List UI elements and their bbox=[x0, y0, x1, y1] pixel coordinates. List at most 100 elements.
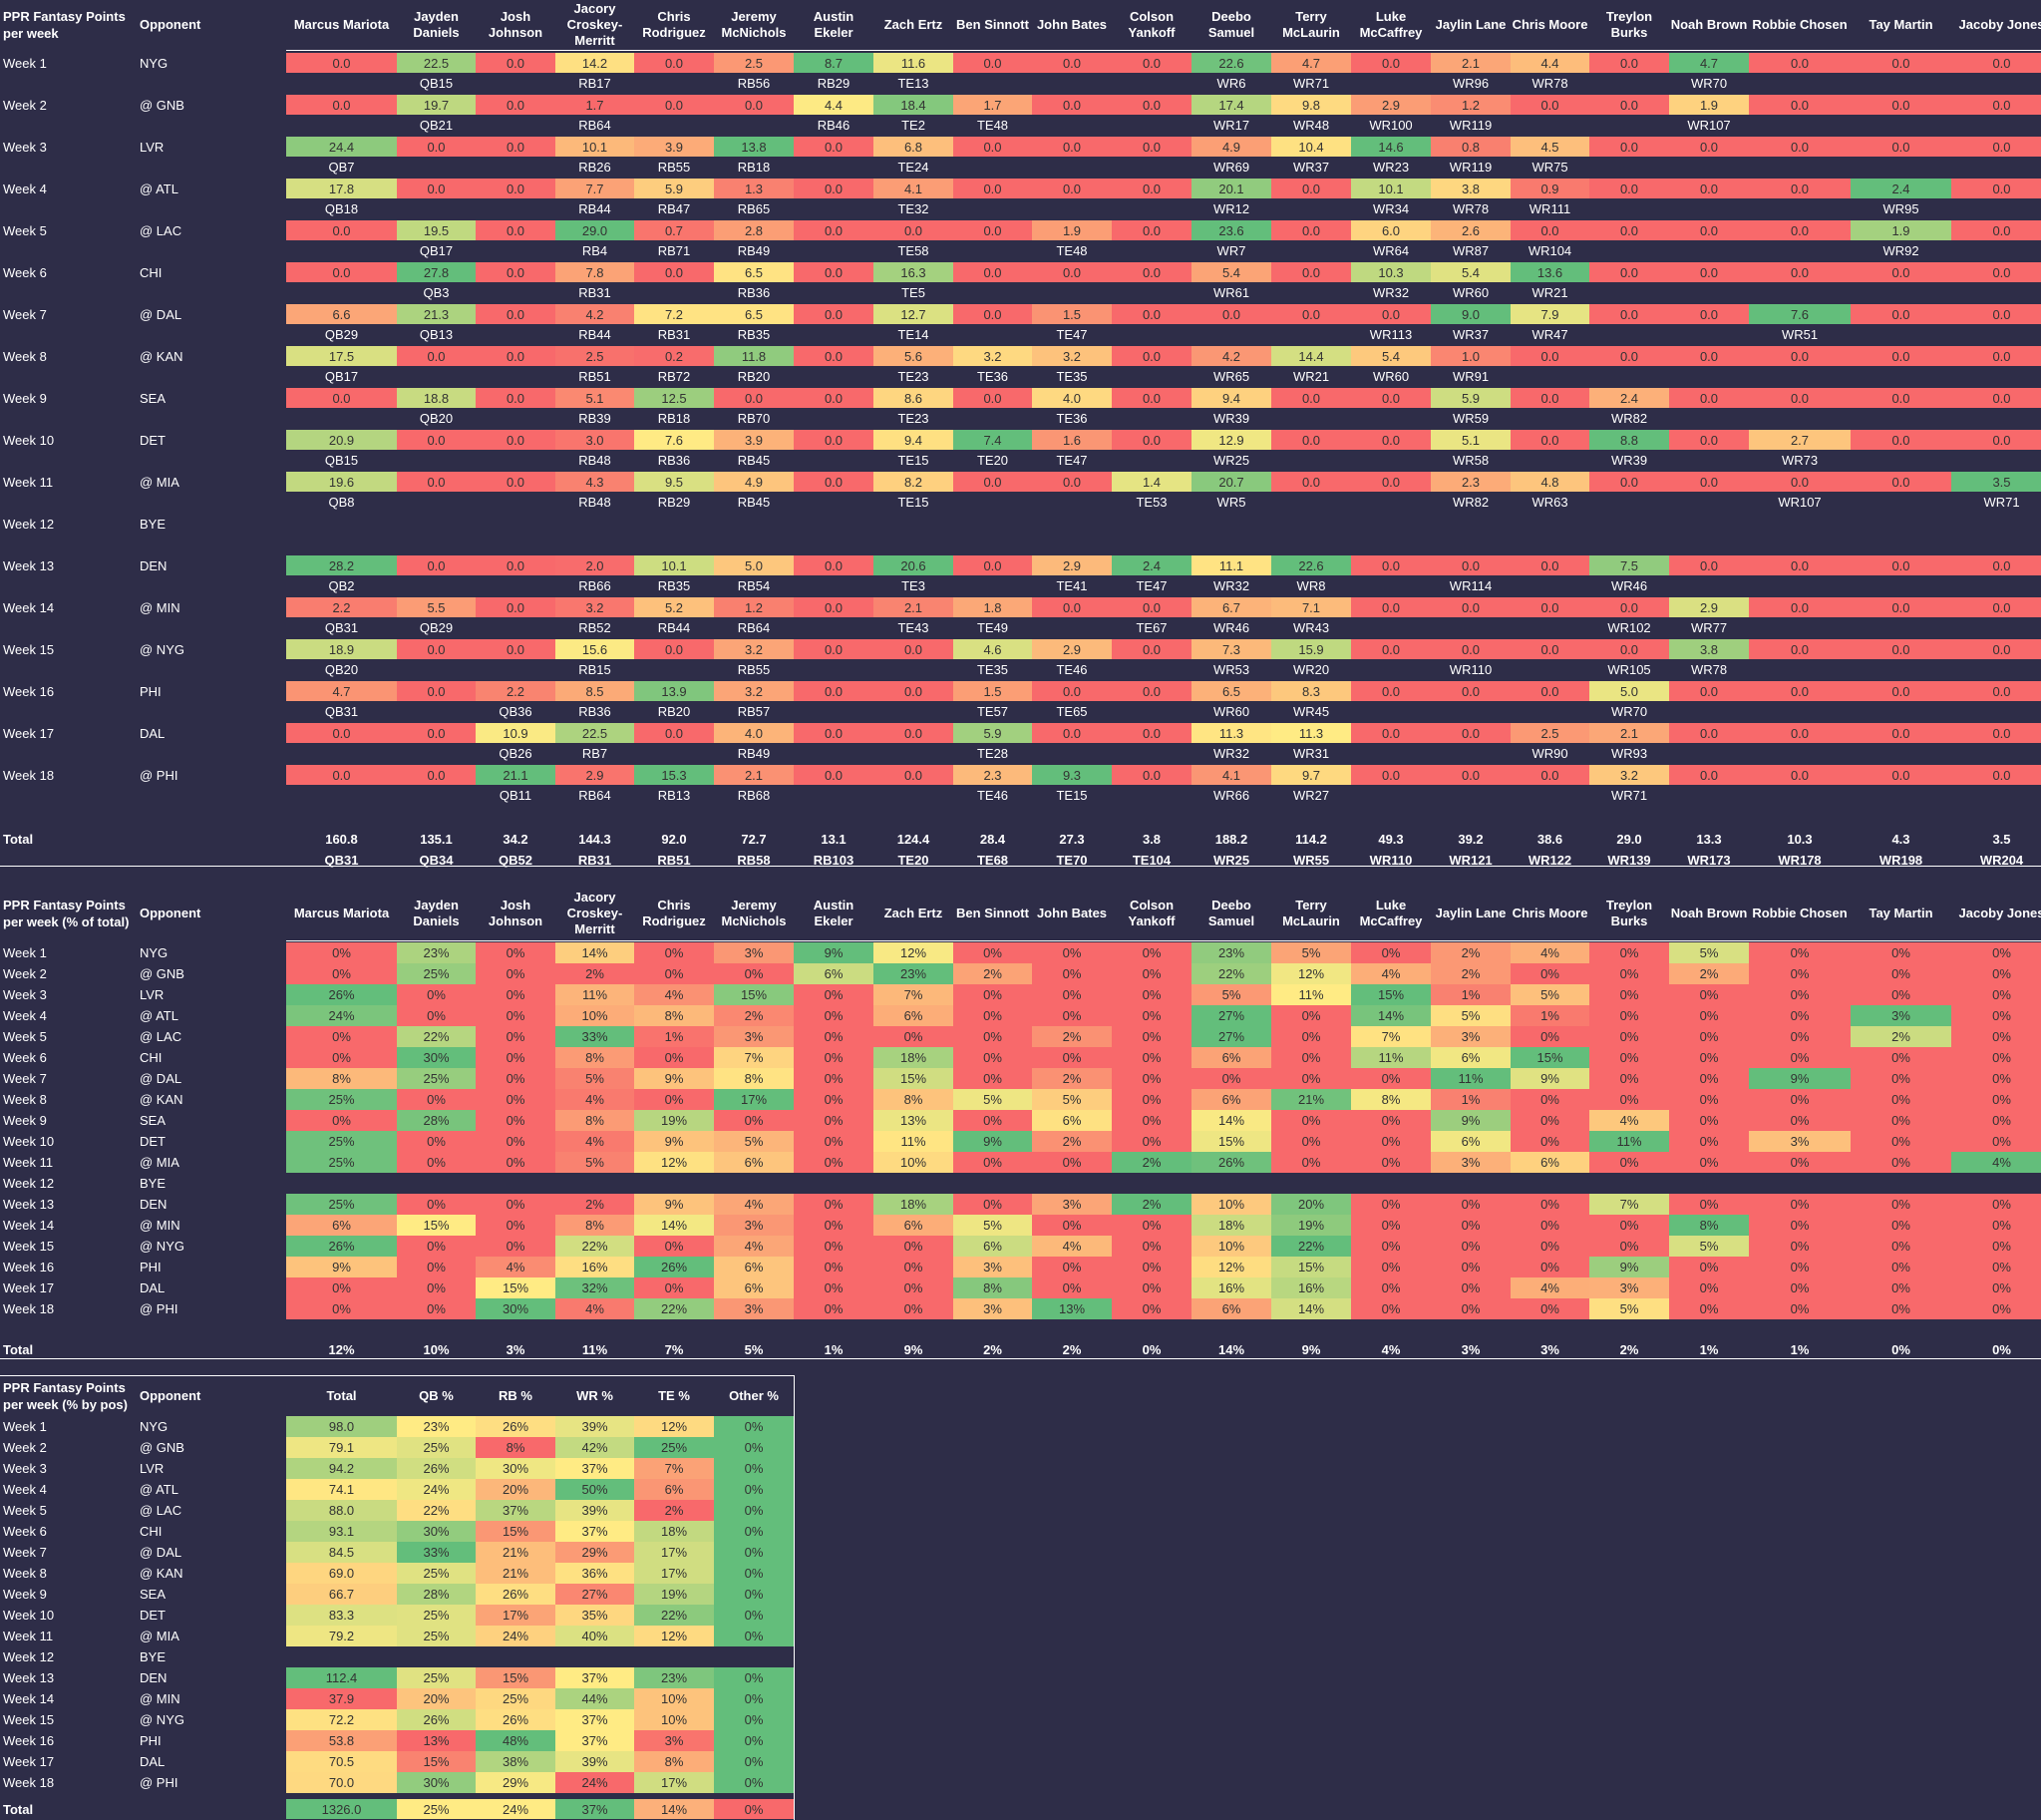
table1-rank-cell bbox=[1431, 617, 1511, 637]
table3-value-cell: 17% bbox=[634, 1542, 714, 1563]
table2-pct-cell: 0% bbox=[794, 1236, 873, 1257]
table2-pct-cell: 11% bbox=[873, 1131, 953, 1152]
table3-value-cell: 0% bbox=[714, 1500, 794, 1521]
table2-pct-cell: 32% bbox=[555, 1277, 634, 1298]
table1-rank-cell bbox=[476, 282, 555, 302]
table2-pct-cell: 0% bbox=[1271, 1068, 1351, 1089]
table2-total-cell: 5% bbox=[744, 1341, 764, 1357]
table1-points-cell: 0.0 bbox=[794, 681, 873, 701]
table2-pct-cell: 0% bbox=[794, 1005, 873, 1026]
table2-player-header: Josh Johnson bbox=[488, 898, 543, 928]
table1-points-cell: 0.0 bbox=[1431, 555, 1511, 575]
table2-pct-cell: 0% bbox=[794, 1131, 873, 1152]
table2-pct-cell: 0% bbox=[1112, 1005, 1191, 1026]
table1-rank-cell bbox=[1032, 73, 1112, 93]
table2-pct-cell: 0% bbox=[1951, 1257, 2041, 1277]
table1-player-header: Ben Sinnott bbox=[956, 16, 1029, 32]
table1-total-cell: 49.3 bbox=[1378, 831, 1404, 847]
table1-rank-cell bbox=[476, 492, 555, 512]
table2-pct-cell: 0% bbox=[1271, 1026, 1351, 1047]
table1-points-cell: 0.0 bbox=[1851, 723, 1951, 743]
table1-rank-cell bbox=[1271, 198, 1351, 218]
table3-week-label: Week 8 bbox=[3, 1566, 47, 1581]
table2-pct-cell: 4% bbox=[1511, 942, 1589, 963]
table3-value-cell: 0% bbox=[714, 1605, 794, 1626]
table2-pct-cell: 0% bbox=[1669, 984, 1749, 1005]
table1-rank-cell: RB4 bbox=[581, 242, 608, 258]
table1-opponent: @ LAC bbox=[140, 222, 182, 238]
table1-rank-cell bbox=[397, 785, 476, 805]
table1-points-cell: 0.0 bbox=[476, 53, 555, 73]
table3-value-cell: 29% bbox=[555, 1542, 634, 1563]
table3-week-label: Week 5 bbox=[3, 1503, 47, 1518]
table1-total-rank-cell: QB34 bbox=[419, 852, 454, 868]
table2-pct-cell: 6% bbox=[1431, 1131, 1511, 1152]
table2-pct-cell: 0% bbox=[873, 1277, 953, 1298]
table1-rank-cell: TE24 bbox=[897, 159, 929, 175]
table1-rank-cell bbox=[1032, 282, 1112, 302]
table1-total-rank-cell: TE20 bbox=[897, 852, 929, 868]
table1-player-header: Terry McLaurin bbox=[1282, 8, 1340, 40]
table2-pct-cell: 0% bbox=[1951, 963, 2041, 984]
table1-rank-cell bbox=[634, 115, 714, 135]
table1-rank-cell: WR37 bbox=[1452, 326, 1490, 342]
table1-points-cell: 7.6 bbox=[634, 430, 714, 450]
table1-rank-cell bbox=[1669, 575, 1749, 595]
table2-pct-cell: 0% bbox=[1112, 1089, 1191, 1110]
table1-opponent-header: Opponent bbox=[140, 16, 201, 32]
table1-points-cell: 11.6 bbox=[873, 53, 953, 73]
table1-rank-cell bbox=[1749, 282, 1851, 302]
table1-total-cell: 13.1 bbox=[821, 831, 847, 847]
table3-value-cell: 3% bbox=[634, 1730, 714, 1751]
table2-pct-cell: 0% bbox=[1032, 1215, 1112, 1236]
table2-pct-cell: 33% bbox=[555, 1026, 634, 1047]
table1-rank-cell: WR46 bbox=[1212, 619, 1250, 635]
table1-rank-cell bbox=[397, 743, 476, 763]
table1-rank-cell bbox=[873, 701, 953, 721]
table1-rank-cell: TE15 bbox=[1056, 787, 1088, 803]
table1-rank-cell bbox=[397, 366, 476, 386]
table1-rank-cell: QB31 bbox=[324, 619, 359, 635]
table2-pct-cell: 4% bbox=[1032, 1236, 1112, 1257]
table1-points-cell: 1.2 bbox=[1431, 95, 1511, 115]
table3-value-cell: 0% bbox=[714, 1437, 794, 1458]
table1-points-cell: 0.0 bbox=[1851, 53, 1951, 73]
table2-total-cell: 2% bbox=[1062, 1341, 1082, 1357]
table1-points-cell: 11.3 bbox=[1191, 723, 1271, 743]
table2-pct-cell: 0% bbox=[476, 1026, 555, 1047]
table1-rank-cell bbox=[794, 659, 873, 679]
table2-pct-cell: 26% bbox=[286, 1236, 397, 1257]
table1-rank-cell bbox=[1669, 324, 1749, 344]
table1-rank-cell: WR78 bbox=[1531, 75, 1568, 91]
table1-points-cell: 2.0 bbox=[555, 555, 634, 575]
table1-points-cell: 0.0 bbox=[1511, 639, 1589, 659]
table1-points-cell: 0.0 bbox=[873, 681, 953, 701]
table1-rank-cell: RB54 bbox=[737, 577, 771, 593]
table1-player-header: Zach Ertz bbox=[883, 16, 943, 32]
table2-week-label: Week 6 bbox=[3, 1050, 47, 1065]
table1-points-cell: 0.0 bbox=[1351, 430, 1431, 450]
table1-points-cell: 22.5 bbox=[555, 723, 634, 743]
table1-rank-cell bbox=[1851, 617, 1951, 637]
table1-points-cell: 0.0 bbox=[953, 179, 1032, 198]
table2-pct-cell: 0% bbox=[1271, 1110, 1351, 1131]
table1-points-cell: 5.9 bbox=[634, 179, 714, 198]
table1-rank-cell bbox=[953, 324, 1032, 344]
table2-pct-cell: 4% bbox=[1589, 1110, 1669, 1131]
table3-opponent: CHI bbox=[140, 1524, 163, 1539]
table1-total-cell: 13.3 bbox=[1696, 831, 1722, 847]
table3-total-cell: 24% bbox=[476, 1799, 555, 1819]
table2-pct-cell: 2% bbox=[1431, 942, 1511, 963]
table2-pct-cell: 23% bbox=[873, 963, 953, 984]
table1-rank-cell bbox=[634, 659, 714, 679]
table2-total-cell: 3% bbox=[1540, 1341, 1559, 1357]
table2-player-header: Robbie Chosen bbox=[1752, 906, 1848, 920]
table1-rank-cell bbox=[1749, 659, 1851, 679]
table1-rank-cell bbox=[286, 282, 397, 302]
table1-points-cell: 1.5 bbox=[953, 681, 1032, 701]
table2-pct-cell: 0% bbox=[1669, 1131, 1749, 1152]
table1-points-cell: 22.6 bbox=[1191, 53, 1271, 73]
table2-pct-cell: 2% bbox=[555, 1194, 634, 1215]
table1-points-cell: 0.0 bbox=[1851, 681, 1951, 701]
table1-points-cell: 22.5 bbox=[397, 53, 476, 73]
